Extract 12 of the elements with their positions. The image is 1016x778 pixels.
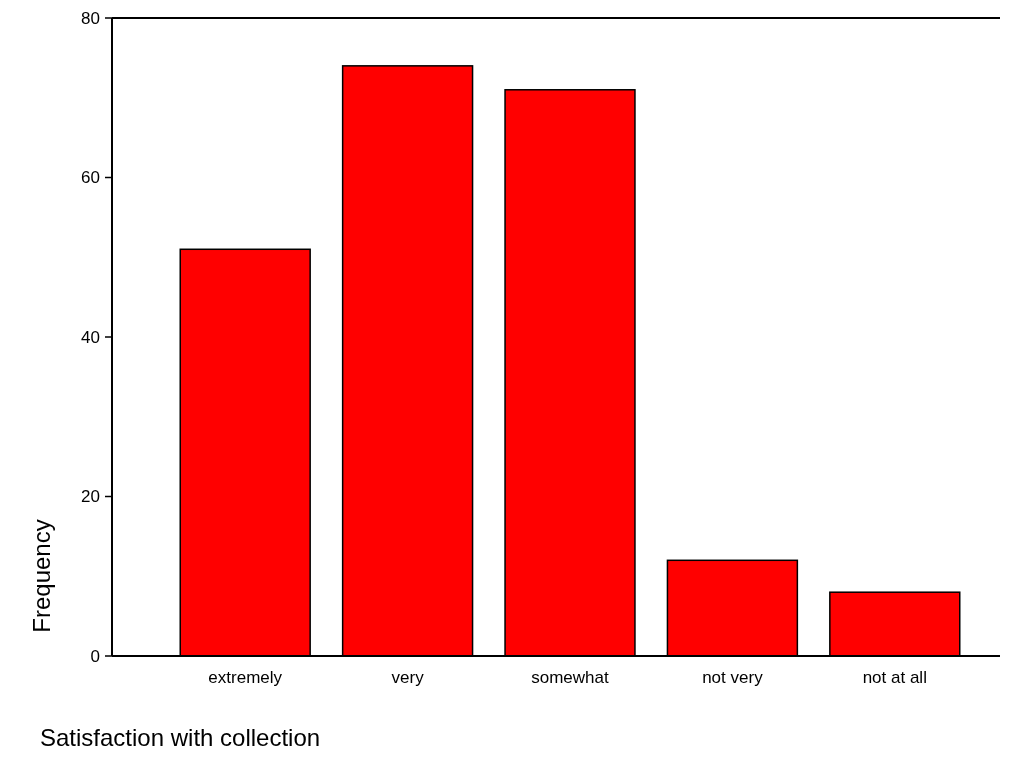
- x-axis-title: Satisfaction with collection: [40, 724, 321, 751]
- x-tick-label: not very: [702, 668, 764, 687]
- x-tick-label: very: [391, 668, 425, 687]
- x-tick-label: somewhat: [531, 668, 610, 687]
- y-tick-label: 0: [90, 646, 100, 666]
- y-axis-title: Frequency: [28, 519, 55, 633]
- x-tick-label: extremely: [208, 668, 283, 687]
- y-tick-label: 60: [81, 168, 100, 188]
- y-tick-label: 80: [81, 8, 100, 28]
- x-tick-label: not at all: [862, 668, 927, 687]
- y-tick-label: 20: [81, 487, 100, 507]
- y-tick-label: 40: [81, 327, 100, 347]
